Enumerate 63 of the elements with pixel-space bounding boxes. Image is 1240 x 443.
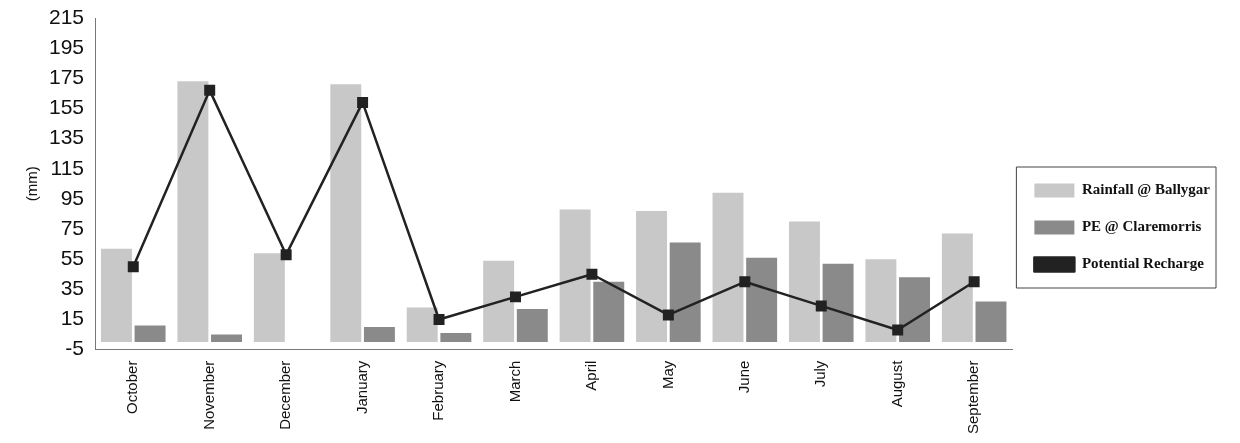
bar	[593, 281, 625, 343]
point	[433, 313, 445, 325]
point	[968, 276, 980, 288]
point	[586, 268, 598, 280]
point	[662, 309, 674, 321]
x-tick-label: November	[199, 360, 217, 430]
bar	[177, 81, 209, 343]
point	[357, 96, 369, 108]
x-tick-label: April	[582, 360, 600, 391]
bar	[865, 259, 897, 343]
bar	[975, 301, 1007, 343]
y-tick-label: 175	[48, 65, 85, 89]
y-tick-label: 75	[60, 215, 85, 239]
legend-label: Potential Recharge	[1081, 255, 1205, 272]
y-tick-label: 155	[48, 95, 85, 119]
x-tick-label: July	[811, 360, 829, 388]
bar	[134, 325, 166, 343]
bar	[822, 263, 854, 343]
x-tick-label: September	[964, 360, 982, 434]
bar	[636, 210, 668, 343]
bar	[363, 327, 395, 343]
y-axis-title: (mm)	[23, 166, 41, 202]
bar	[406, 307, 438, 343]
bar	[253, 253, 285, 343]
bar	[559, 209, 591, 343]
y-tick-label: 195	[48, 34, 85, 58]
bar	[440, 333, 472, 343]
point	[739, 276, 751, 288]
x-tick-label: October	[123, 360, 141, 414]
bar	[483, 260, 515, 343]
bar	[516, 308, 548, 343]
bar	[712, 192, 744, 343]
legend-label: PE @ Claremorris	[1081, 218, 1202, 235]
bar	[330, 84, 362, 343]
point	[892, 324, 904, 336]
x-tick-label: December	[276, 360, 294, 430]
x-tick-label: March	[505, 360, 523, 403]
bar	[788, 221, 820, 343]
y-tick-label: 95	[60, 185, 85, 209]
x-tick-label: June	[734, 360, 752, 394]
y-tick-label: 215	[48, 4, 85, 28]
y-tick-label: -5	[65, 336, 85, 360]
y-tick-label: 135	[48, 125, 85, 149]
point	[280, 249, 292, 261]
y-tick-label: 35	[60, 276, 85, 300]
legend-label: Rainfall @ Ballygar	[1081, 181, 1211, 198]
bar	[746, 257, 778, 343]
x-tick-label: January	[352, 360, 370, 414]
x-tick-label: May	[658, 360, 676, 389]
bar	[941, 233, 973, 343]
x-tick-label: August	[887, 359, 905, 408]
bar	[899, 277, 930, 343]
bar	[669, 242, 701, 343]
point	[509, 291, 521, 303]
point	[204, 84, 216, 96]
y-tick-label: 115	[50, 155, 85, 179]
point	[127, 261, 139, 273]
y-tick-label: 55	[60, 245, 85, 269]
y-tick-label: 15	[60, 306, 85, 330]
x-tick-label: February	[429, 360, 447, 421]
bar	[100, 248, 132, 343]
bar	[211, 334, 242, 343]
point	[815, 300, 827, 312]
